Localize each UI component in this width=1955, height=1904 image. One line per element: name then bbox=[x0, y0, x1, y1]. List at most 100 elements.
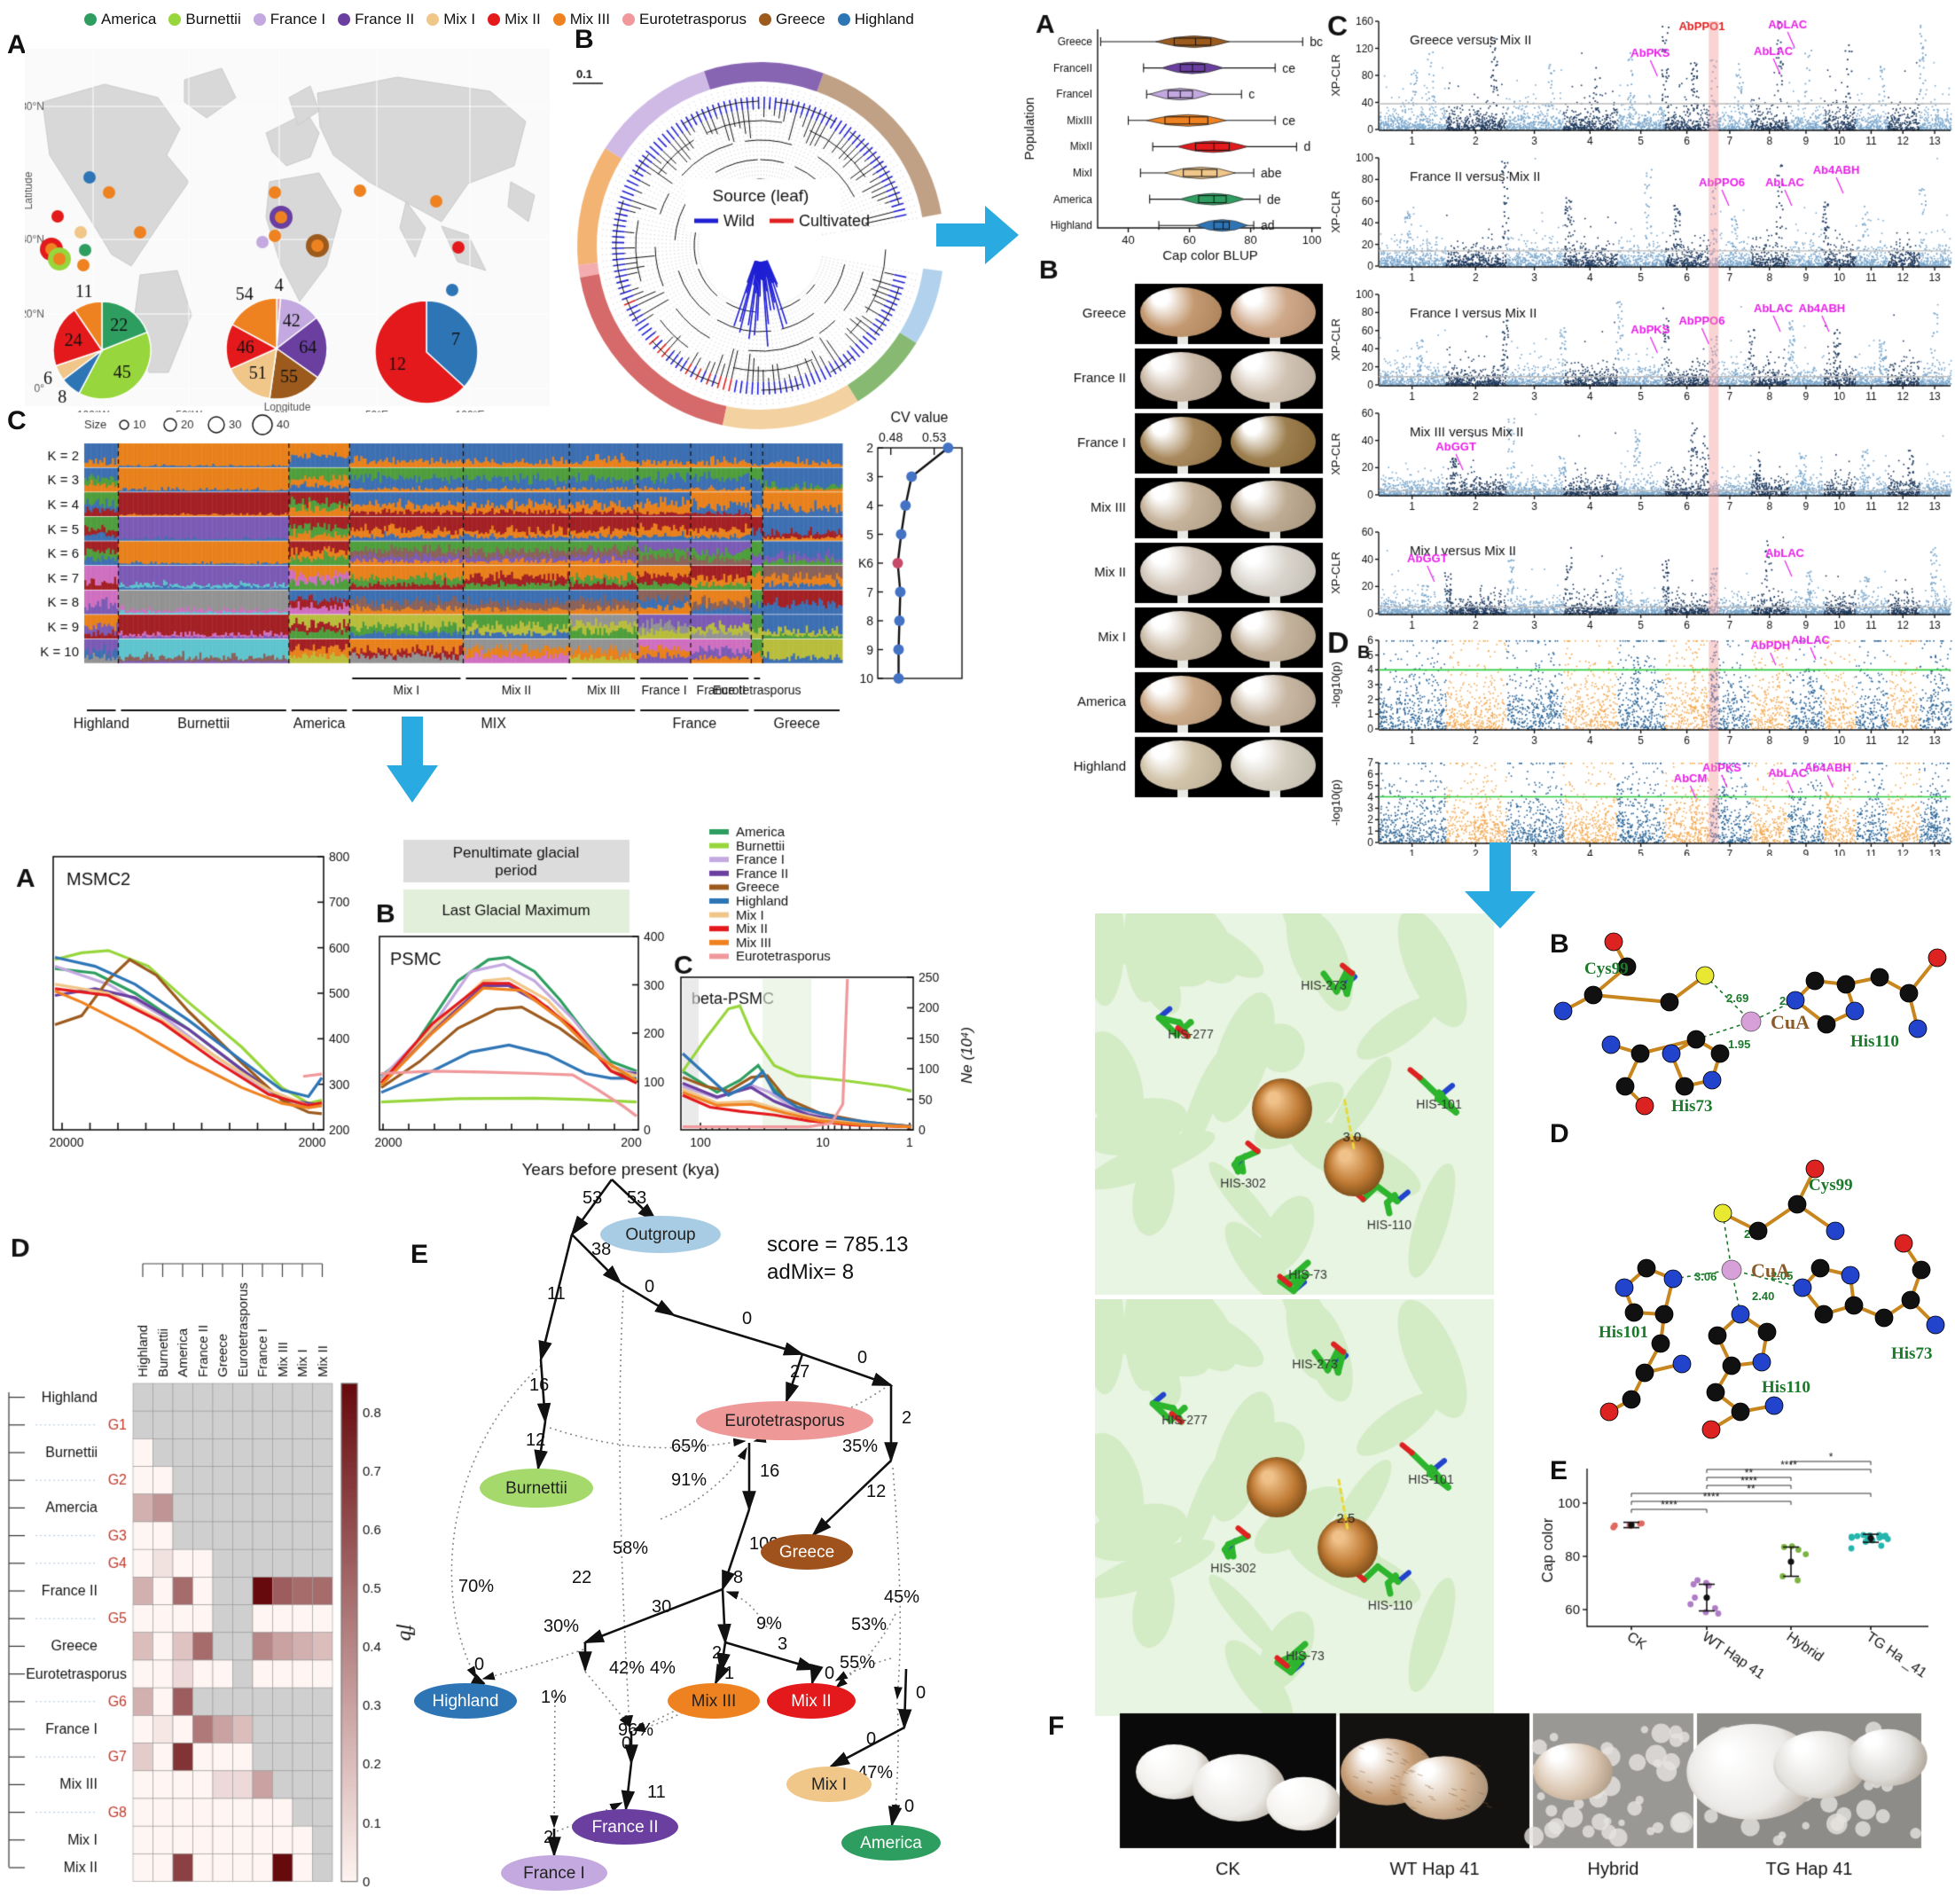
panel-br-f-label: F bbox=[1048, 1712, 1065, 1741]
treemix-migration-label: 42% bbox=[609, 1658, 645, 1678]
treemix-node-france2: France II bbox=[572, 1809, 678, 1845]
svg-text:Mix II: Mix II bbox=[791, 1692, 831, 1711]
fbranch-heatmap-panel bbox=[0, 1228, 417, 1904]
bond-distance-label: 3.06 bbox=[1694, 1270, 1716, 1283]
treemix-migration-label: 91% bbox=[671, 1470, 707, 1490]
xpclr-manhattan-panel bbox=[1325, 9, 1955, 630]
flow-arrow-down-1-icon bbox=[387, 717, 438, 803]
treemix-migration-label: 1% bbox=[541, 1688, 567, 1707]
legend-dot-icon bbox=[552, 13, 566, 26]
treemix-drift-label: 30 bbox=[652, 1597, 671, 1617]
residue-label: His73 bbox=[1891, 1344, 1932, 1363]
admixture-panel bbox=[27, 412, 864, 740]
residue-label: His101 bbox=[1599, 1323, 1648, 1342]
treemix-drift-label: 38 bbox=[591, 1240, 611, 1259]
legend-dot-icon bbox=[84, 13, 97, 26]
bond-distance-label: 2.69 bbox=[1726, 991, 1748, 1005]
flow-arrow-down-2-icon bbox=[1465, 842, 1536, 928]
legend-dot-icon bbox=[426, 13, 440, 26]
panel-br-b-label: B bbox=[1550, 929, 1569, 959]
treemix-score: score = 785.13 adMix= 8 bbox=[767, 1233, 909, 1285]
legend-label: France II bbox=[355, 11, 415, 27]
svg-text:Burnettii: Burnettii bbox=[505, 1479, 567, 1498]
residue-label: Cys99 bbox=[1809, 1176, 1853, 1195]
gwas-manhattan-panel bbox=[1325, 621, 1955, 856]
legend-dot-icon bbox=[488, 13, 501, 26]
svg-text:France II: France II bbox=[592, 1818, 659, 1837]
treemix-drift-label: 53 bbox=[583, 1188, 602, 1208]
legend-dot-icon bbox=[837, 13, 850, 26]
treemix-drift-label: 0 bbox=[857, 1348, 867, 1367]
treemix-drift-label: 22 bbox=[572, 1568, 591, 1587]
residue-label: His110 bbox=[1850, 1032, 1899, 1051]
mushroom-photos-panel bbox=[1028, 259, 1330, 804]
legend-dot-icon bbox=[338, 13, 351, 26]
treemix-drift-label: 16 bbox=[529, 1375, 549, 1395]
treemix-migration-label: 70% bbox=[458, 1577, 494, 1596]
cua-label: CuA bbox=[1771, 1011, 1810, 1033]
legend-label: Mix I bbox=[443, 11, 476, 27]
residue-label: Cys99 bbox=[1584, 960, 1629, 978]
legend-label: Eurotetrasporus bbox=[639, 11, 747, 27]
bond-distance-label: 2.40 bbox=[1752, 1289, 1774, 1303]
treemix-drift-label: 16 bbox=[760, 1461, 779, 1481]
cua-site-diagram-d: 2.433.062.052.40CuACys99His101His110His7… bbox=[1599, 1159, 1945, 1439]
treemix-drift-label: 0 bbox=[474, 1655, 484, 1674]
panel-c-label: C bbox=[7, 406, 27, 435]
legend-item: France I bbox=[253, 11, 325, 28]
treemix-drift-label: 2 bbox=[712, 1643, 722, 1663]
transgenic-photos-panel bbox=[1113, 1710, 1955, 1892]
svg-text:Greece: Greece bbox=[779, 1543, 834, 1562]
legend-item: France II bbox=[338, 11, 414, 28]
legend-label: Highland bbox=[854, 11, 914, 27]
cua-label: CuA bbox=[1751, 1259, 1790, 1281]
legend-item: Mix I bbox=[426, 11, 475, 28]
admixture-graph-panel: 70%58%65%91%35%45%9%30%42% 4%53%55%1%96%4… bbox=[414, 1179, 941, 1891]
treemix-drift-label: 12 bbox=[526, 1430, 545, 1450]
treemix-migration-label: 4% bbox=[650, 1658, 676, 1678]
svg-text:France I: France I bbox=[523, 1864, 585, 1883]
treemix-drift-label: 0 bbox=[742, 1309, 752, 1328]
panel-a-label: A bbox=[7, 30, 27, 59]
treemix-migration-label: 58% bbox=[613, 1539, 648, 1558]
treemix-drift-label: 0 bbox=[916, 1683, 926, 1703]
legend-label: Mix II bbox=[504, 11, 541, 27]
svg-text:Outgroup: Outgroup bbox=[625, 1226, 695, 1244]
treemix-migration-label: 30% bbox=[543, 1617, 579, 1636]
treemix-drift-label: 1 bbox=[724, 1664, 734, 1683]
protein-structure-c-panel bbox=[1095, 1299, 1494, 1716]
treemix-drift-label: 2 bbox=[902, 1408, 911, 1428]
treemix-node-burnettii: Burnettii bbox=[480, 1469, 593, 1508]
treemix-migration-label: 65% bbox=[671, 1437, 707, 1456]
treemix-drift-label: 12 bbox=[866, 1482, 886, 1501]
panel-br-d-label: D bbox=[1550, 1119, 1569, 1148]
svg-text:Mix I: Mix I bbox=[811, 1775, 847, 1794]
svg-text:America: America bbox=[860, 1834, 922, 1853]
residue-label: His73 bbox=[1671, 1097, 1712, 1116]
treemix-migration-label: 53% bbox=[851, 1615, 887, 1634]
treemix-drift-label: 8 bbox=[733, 1568, 743, 1587]
residue-label: His110 bbox=[1762, 1378, 1810, 1397]
population-legend: America Burnettii France I France II Mix I Mi… bbox=[84, 11, 914, 28]
legend-dot-icon bbox=[168, 13, 182, 26]
legend-item: Mix II bbox=[488, 11, 541, 28]
treemix-drift-label: 53 bbox=[627, 1188, 646, 1208]
legend-label: Mix III bbox=[569, 11, 611, 27]
treemix-node-highland: Highland bbox=[414, 1683, 517, 1719]
treemix-node-outgroup: Outgroup bbox=[600, 1216, 721, 1253]
bond-distance-label: 1.95 bbox=[1728, 1038, 1750, 1051]
legend-item: Highland bbox=[837, 11, 914, 28]
treemix-node-america: America bbox=[841, 1825, 941, 1861]
treemix-migration-label: 55% bbox=[840, 1653, 875, 1673]
treemix-migration-label: 35% bbox=[842, 1437, 878, 1456]
svg-text:Mix III: Mix III bbox=[692, 1692, 737, 1711]
treemix-node-mix2: Mix II bbox=[767, 1683, 856, 1719]
treemix-node-greece: Greece bbox=[761, 1534, 853, 1570]
treemix-migration-label: 45% bbox=[884, 1587, 919, 1607]
treemix-drift-label: 11 bbox=[547, 1284, 566, 1304]
treemix-drift-label: 3 bbox=[778, 1634, 787, 1654]
legend-item: Eurotetrasporus bbox=[622, 11, 747, 28]
legend-item: Burnettii bbox=[168, 11, 241, 28]
legend-item: Greece bbox=[758, 11, 825, 28]
